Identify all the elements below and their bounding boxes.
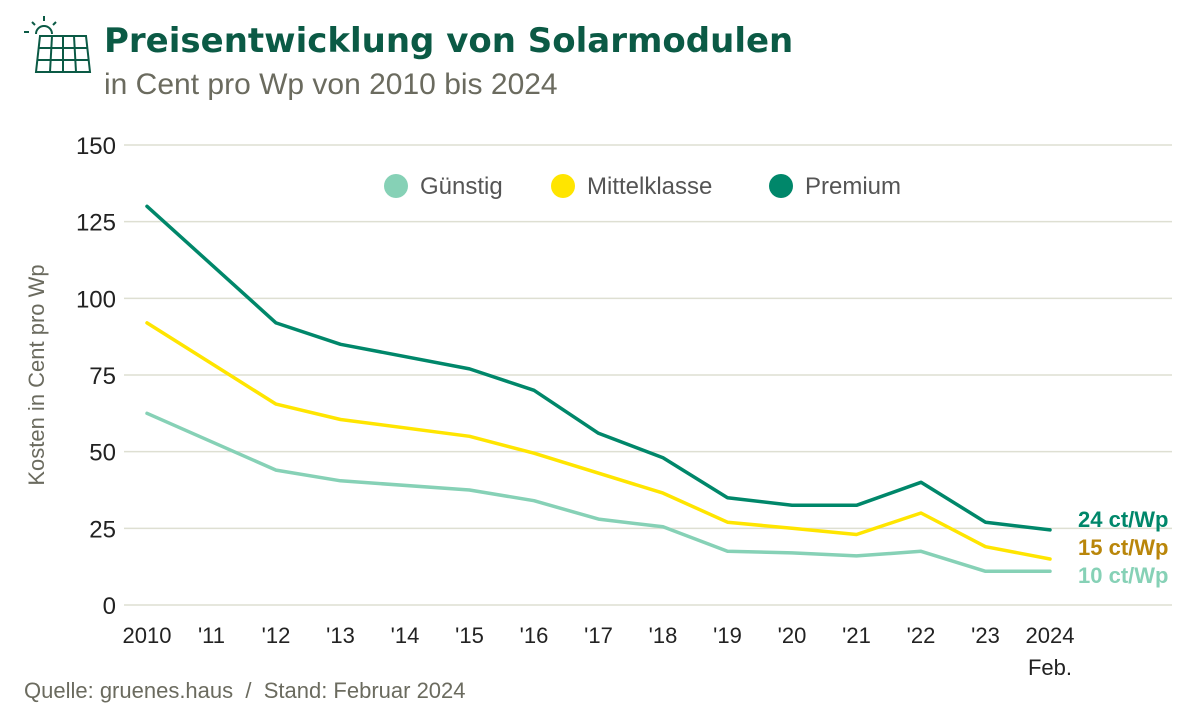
x-tick-label: 2010 (123, 623, 172, 648)
chart-subtitle: in Cent pro Wp von 2010 bis 2024 (104, 68, 558, 101)
end-label-mittelklasse: 15 ct/Wp (1078, 535, 1168, 560)
x-tick-label: '11 (198, 623, 225, 648)
x-tick-label: '12 (262, 623, 291, 648)
x-tick-label: '17 (584, 623, 613, 648)
y-tick-label: 25 (89, 516, 116, 543)
y-tick-label: 150 (76, 133, 116, 160)
source-note: Quelle: gruenes.haus / Stand: Februar 20… (24, 678, 466, 703)
legend-marker-guenstig (384, 174, 408, 198)
legend-label-premium: Premium (805, 173, 901, 200)
x-tick-label: 2024 (1026, 623, 1075, 648)
y-axis-label: Kosten in Cent pro Wp (24, 264, 49, 485)
y-tick-label: 75 (89, 363, 116, 390)
grid (124, 144, 1172, 606)
x-tick-label: '18 (649, 623, 678, 648)
x-tick-label: '20 (778, 623, 807, 648)
legend: Günstig Mittelklasse Premium (384, 173, 901, 200)
end-label-premium: 24 ct/Wp (1078, 507, 1168, 532)
x-tick-label: '13 (326, 623, 355, 648)
solar-panel-icon (24, 16, 92, 73)
x-tick-note: Feb. (1028, 655, 1072, 680)
legend-label-mittelklasse: Mittelklasse (587, 173, 712, 200)
x-tick-label: '19 (713, 623, 742, 648)
x-tick-label: '23 (971, 623, 1000, 648)
x-tick-label: '22 (907, 623, 936, 648)
end-labels: 10 ct/Wp 15 ct/Wp 24 ct/Wp (1078, 507, 1168, 588)
x-tick-label: '15 (455, 623, 484, 648)
chart-title: Preisentwicklung von Solarmodulen (104, 21, 793, 61)
legend-label-guenstig: Günstig (420, 173, 503, 200)
y-tick-label: 50 (89, 440, 116, 467)
y-tick-label: 100 (76, 286, 116, 313)
legend-marker-premium (769, 174, 793, 198)
y-axis: 0 25 50 75 100 125 150 (76, 133, 116, 620)
series-line-premium (145, 204, 1052, 532)
x-tick-label: '21 (842, 623, 871, 648)
x-tick-label: '14 (391, 623, 420, 648)
legend-marker-mittelklasse (551, 174, 575, 198)
series-line-mittelklasse (145, 321, 1052, 561)
y-tick-label: 0 (103, 593, 116, 620)
x-tick-label: '16 (520, 623, 549, 648)
x-axis: 2010 '11 '12 '13 '14 '15 '16 '17 '18 '19 '20 '21 '22… (123, 623, 1075, 680)
series-lines (145, 204, 1052, 574)
series-line-guenstig (145, 411, 1052, 574)
end-label-guenstig: 10 ct/Wp (1078, 563, 1168, 588)
y-tick-label: 125 (76, 210, 116, 237)
